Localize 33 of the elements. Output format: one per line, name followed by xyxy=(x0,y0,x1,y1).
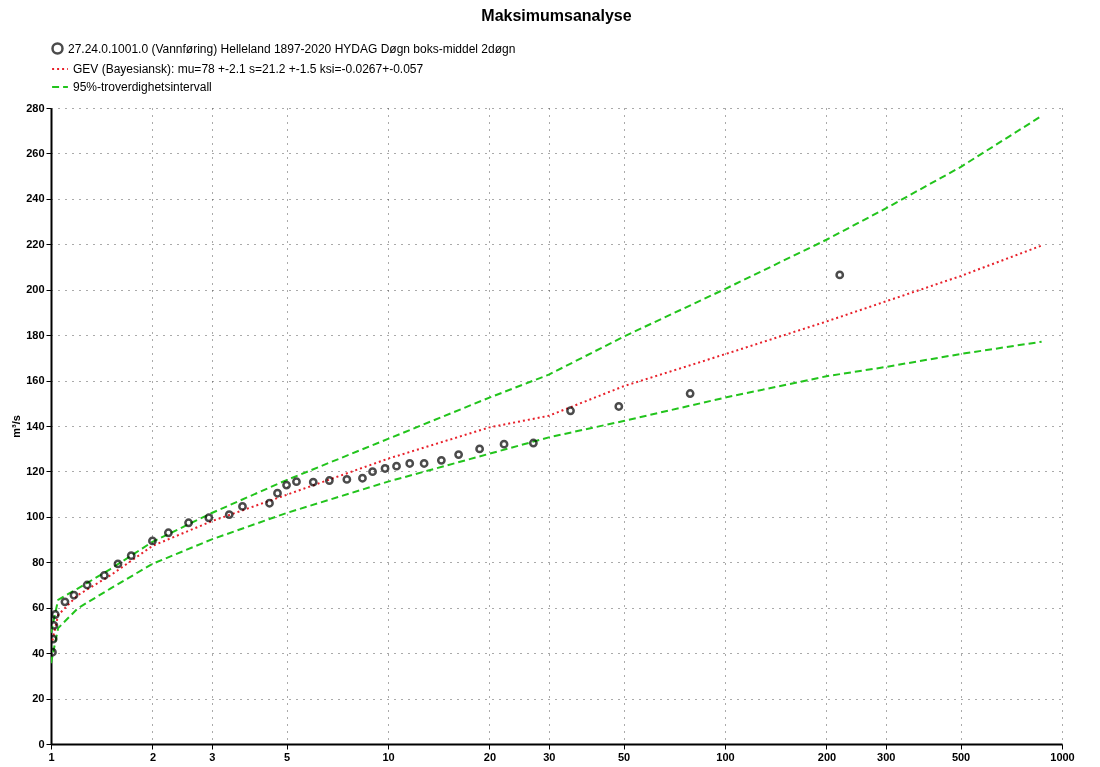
chart-title: Maksimumsanalyse xyxy=(481,7,632,24)
x-tick-label: 20 xyxy=(483,750,497,763)
y-tick-label: 260 xyxy=(26,146,45,159)
y-tick-label: 0 xyxy=(38,737,45,750)
y-tick-label: 60 xyxy=(32,601,45,614)
y-tick-label: 240 xyxy=(26,192,45,205)
legend-label: GEV (Bayesiansk): mu=78 +-2.1 s=21.2 +-1.5 ksi=-0.0267+-0.057 xyxy=(73,62,424,76)
legend-label: 95%-troverdighetsintervall xyxy=(73,80,212,94)
y-tick-label: 160 xyxy=(26,374,45,387)
x-tick-label: 200 xyxy=(817,750,837,763)
y-tick-label: 220 xyxy=(26,237,45,250)
y-tick-label: 100 xyxy=(26,510,45,523)
legend-label: 27.24.0.1001.0 (Vannføring) Helleland 1897-2020 HYDAG Døgn boks-middel 2døgn xyxy=(68,41,516,56)
x-tick-label: 2 xyxy=(149,750,157,763)
x-tick-label: 100 xyxy=(716,750,735,763)
x-tick-label: 30 xyxy=(543,750,556,763)
y-tick-label: 40 xyxy=(32,646,45,659)
x-tick-label: 500 xyxy=(951,750,971,763)
y-tick-label: 200 xyxy=(26,283,45,296)
y-axis-title: m³/s xyxy=(10,415,23,438)
y-tick-label: 180 xyxy=(26,328,45,341)
x-tick-label: 50 xyxy=(617,750,631,763)
y-tick-label: 140 xyxy=(26,419,45,432)
x-tick-label: 5 xyxy=(283,750,291,763)
y-tick-label: 120 xyxy=(26,464,45,477)
x-tick-label: 10 xyxy=(382,750,395,763)
y-tick-label: 20 xyxy=(32,692,45,705)
y-tick-label: 80 xyxy=(32,555,45,568)
y-tick-label: 280 xyxy=(26,101,45,114)
x-tick-label: 1 xyxy=(48,750,55,763)
x-tick-label: 1000 xyxy=(1050,750,1075,763)
x-tick-label: 3 xyxy=(209,750,216,763)
x-tick-label: 300 xyxy=(877,750,896,763)
